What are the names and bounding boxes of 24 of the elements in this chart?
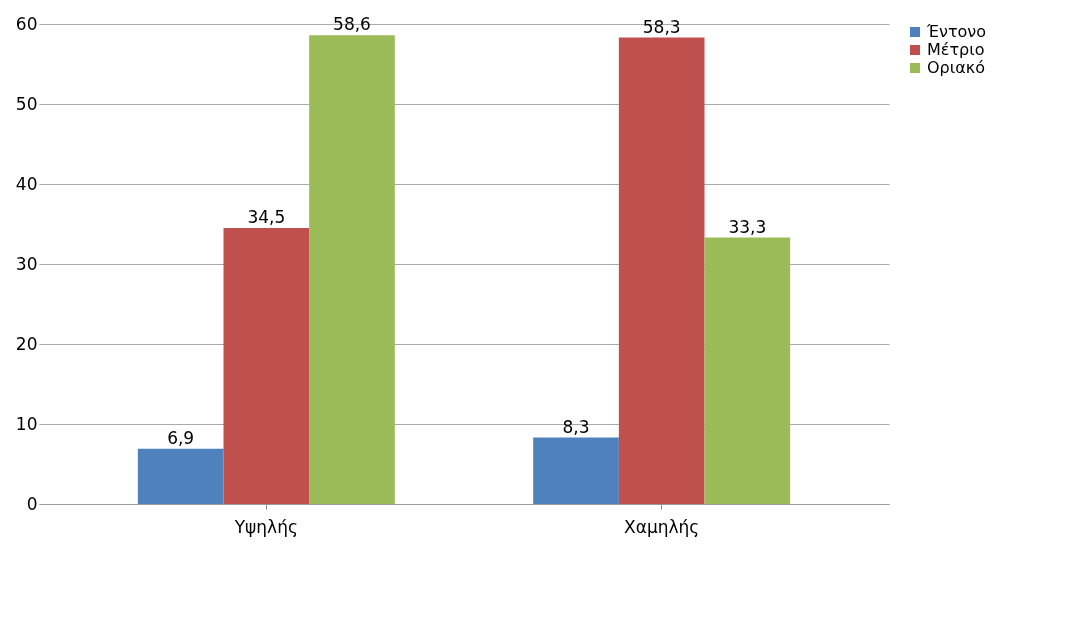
- y-tick-label: 50: [15, 93, 38, 114]
- data-label: 6,9: [167, 427, 195, 448]
- data-label: 33,3: [728, 216, 767, 237]
- y-tick-label: 30: [15, 253, 38, 274]
- legend-label: Μέτριο: [927, 40, 985, 59]
- bar: [618, 37, 705, 504]
- data-label: 34,5: [247, 207, 286, 227]
- y-tick-label: 0: [26, 493, 38, 514]
- y-tick-label: 60: [15, 13, 38, 34]
- data-label: 58,3: [642, 16, 681, 37]
- data-label: 8,3: [562, 416, 590, 437]
- x-tick-label: Υψηλής: [233, 516, 298, 537]
- y-tick-label: 10: [15, 413, 38, 434]
- data-label: 58,6: [333, 14, 371, 35]
- y-tick-label: 20: [15, 333, 38, 354]
- y-tick-label: 40: [15, 173, 38, 194]
- bar: [137, 448, 224, 504]
- bar: [704, 237, 791, 504]
- bar: [533, 437, 619, 504]
- bar: [223, 228, 310, 504]
- legend-label: Έντονο: [926, 22, 987, 41]
- x-tick-label: Χαμηλής: [624, 516, 700, 537]
- bar: [309, 35, 395, 504]
- legend-label: Οριακό: [927, 58, 985, 77]
